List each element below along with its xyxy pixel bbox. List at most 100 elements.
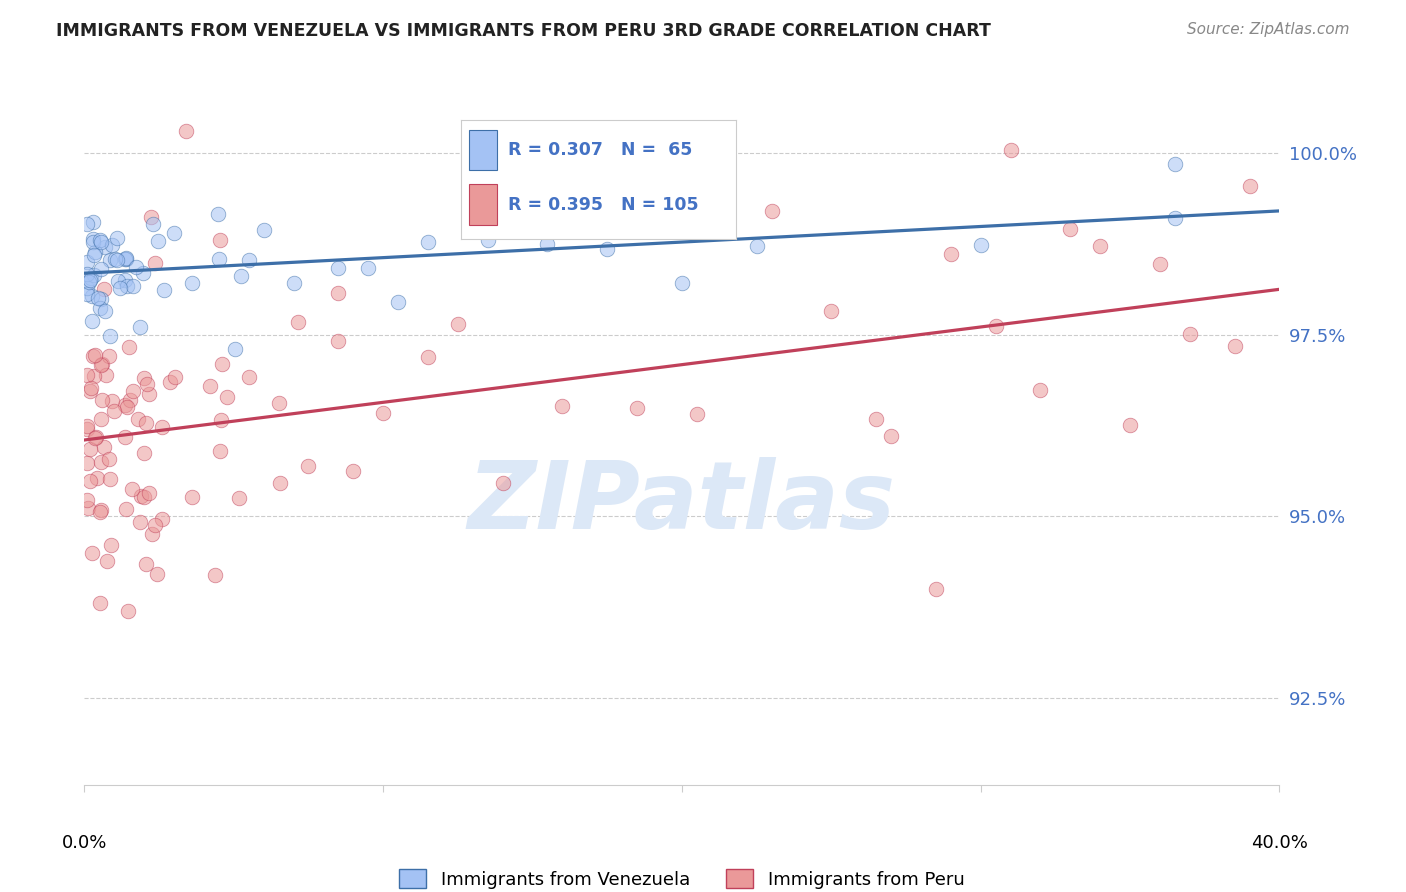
Point	[83, 268, 105, 282]
Point	[447, 318, 470, 332]
Point	[373, 406, 395, 420]
Point	[115, 278, 138, 293]
Point	[89, 233, 111, 247]
Point	[127, 412, 149, 426]
Point	[89, 301, 111, 315]
Point	[224, 343, 246, 357]
Point	[79, 384, 101, 398]
Point	[80, 289, 103, 303]
Text: IMMIGRANTS FROM VENEZUELA VS IMMIGRANTS FROM PERU 3RD GRADE CORRELATION CHART: IMMIGRANTS FROM VENEZUELA VS IMMIGRANTS …	[56, 22, 991, 40]
Point	[269, 475, 291, 490]
Point	[98, 452, 121, 467]
Point	[114, 273, 136, 287]
Point	[253, 223, 276, 237]
Point	[94, 368, 117, 382]
Point	[287, 315, 309, 329]
Point	[1239, 179, 1261, 194]
Point	[105, 253, 128, 268]
Legend: Immigrants from Venezuela, Immigrants from Peru: Immigrants from Venezuela, Immigrants fr…	[399, 870, 965, 888]
Point	[880, 429, 903, 443]
Text: ZIPatlas: ZIPatlas	[468, 457, 896, 549]
Point	[121, 482, 143, 496]
Point	[98, 349, 121, 363]
Point	[761, 203, 783, 218]
Point	[76, 217, 98, 231]
Point	[80, 381, 103, 395]
Point	[297, 459, 319, 474]
Point	[238, 369, 260, 384]
Point	[115, 252, 138, 266]
Point	[104, 252, 127, 267]
Point	[96, 554, 118, 568]
Point	[228, 491, 250, 505]
Text: 0.0%: 0.0%	[62, 834, 107, 852]
Point	[686, 407, 709, 421]
Point	[108, 281, 131, 295]
Point	[328, 334, 350, 349]
Point	[328, 261, 350, 276]
Point	[142, 217, 165, 231]
Point	[209, 233, 232, 247]
Point	[209, 443, 232, 458]
Point	[671, 276, 693, 290]
Point	[1164, 211, 1187, 225]
Point	[163, 226, 186, 240]
Point	[83, 348, 105, 362]
Point	[115, 400, 138, 414]
Point	[198, 378, 221, 392]
Point	[139, 211, 162, 225]
Point	[209, 413, 232, 427]
Point	[596, 242, 619, 256]
Point	[122, 279, 145, 293]
Point	[128, 320, 150, 334]
Point	[100, 394, 122, 409]
Point	[114, 398, 136, 412]
Point	[267, 395, 290, 409]
Point	[93, 440, 115, 454]
Point	[492, 476, 515, 491]
Point	[357, 261, 380, 276]
Point	[153, 283, 176, 297]
Point	[84, 245, 107, 260]
Point	[76, 368, 98, 382]
Point	[1223, 339, 1246, 353]
Point	[129, 489, 152, 503]
Point	[90, 412, 112, 426]
Point	[143, 518, 166, 533]
Point	[387, 294, 409, 309]
Point	[283, 276, 305, 290]
Point	[86, 470, 108, 484]
Point	[89, 505, 111, 519]
Point	[82, 235, 104, 249]
Point	[1090, 239, 1112, 253]
Point	[536, 237, 558, 252]
Point	[141, 527, 163, 541]
Point	[1059, 222, 1081, 236]
Point	[77, 275, 100, 289]
Point	[970, 237, 993, 252]
Point	[100, 237, 122, 252]
Point	[150, 511, 173, 525]
Point	[82, 231, 104, 245]
Point	[238, 252, 260, 267]
Point	[82, 215, 104, 229]
Point	[98, 329, 121, 343]
Point	[138, 386, 160, 401]
Point	[94, 303, 117, 318]
Point	[90, 292, 112, 306]
Point	[1029, 383, 1052, 397]
Point	[1164, 157, 1187, 171]
Point	[114, 252, 136, 266]
Point	[174, 124, 197, 138]
Point	[100, 538, 122, 552]
Point	[207, 206, 229, 220]
Point	[148, 235, 170, 249]
Point	[79, 474, 101, 488]
Point	[146, 567, 169, 582]
Point	[103, 404, 125, 418]
Point	[135, 416, 157, 430]
Point	[626, 401, 648, 415]
Point	[477, 233, 499, 247]
Point	[204, 568, 226, 582]
Point	[134, 490, 156, 504]
